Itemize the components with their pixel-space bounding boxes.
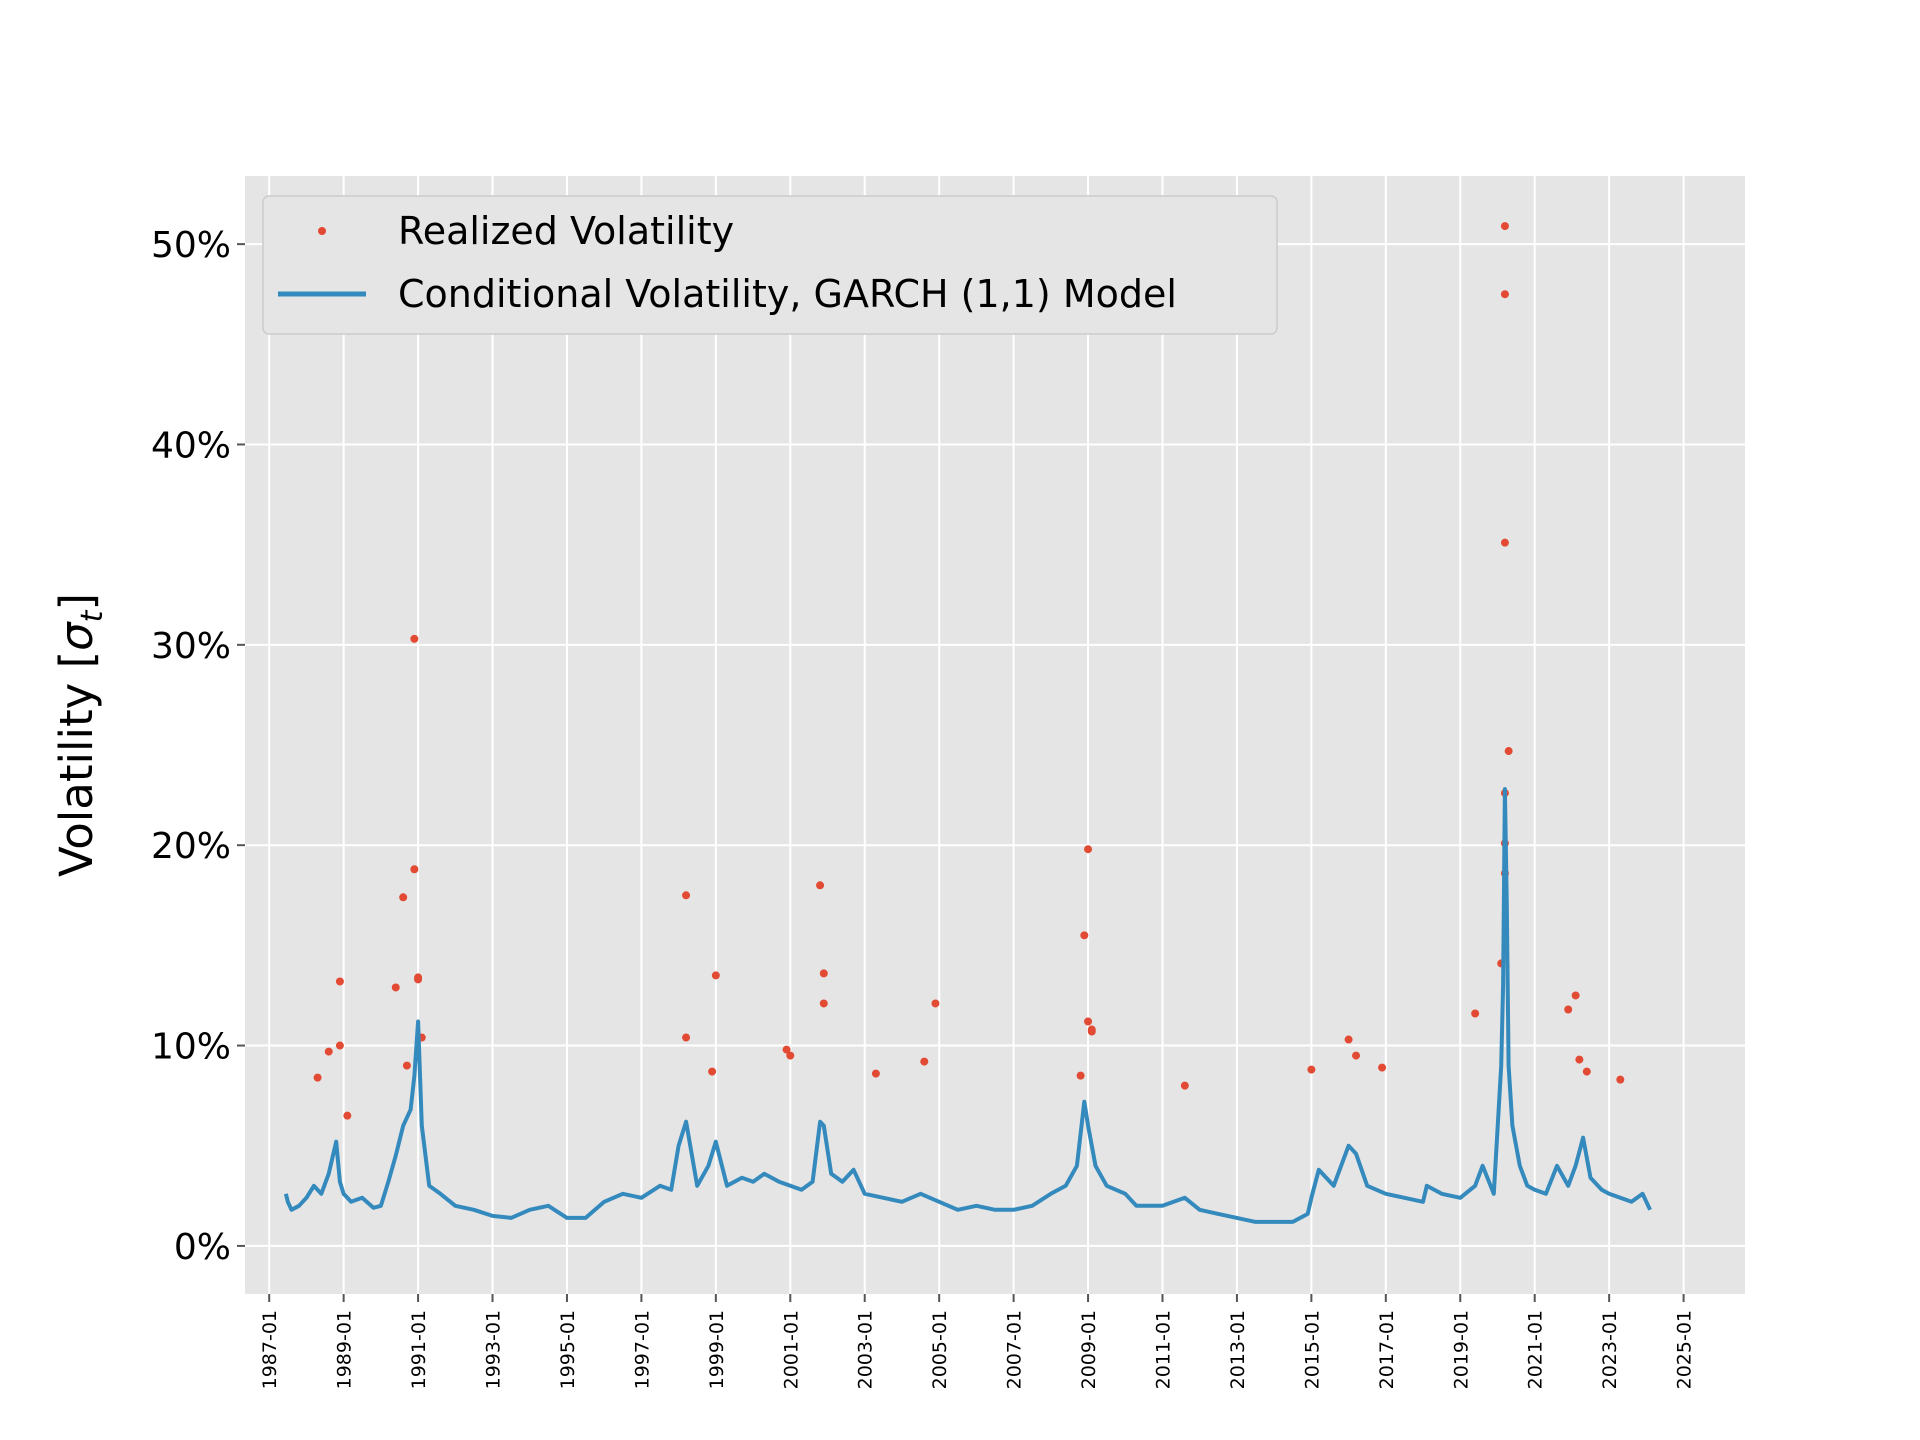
legend-box	[262, 195, 1278, 335]
plot-area	[245, 176, 1745, 1294]
realized-volatility-point	[920, 1057, 929, 1066]
realized-volatility-point	[399, 893, 408, 902]
y-axis-label: Volatility [σt]	[50, 593, 110, 877]
realized-volatility-point	[402, 1061, 411, 1070]
x-tick-label: 1999-01	[706, 1310, 728, 1389]
realized-volatility-point	[1500, 290, 1509, 299]
realized-volatility-point	[1500, 538, 1509, 547]
x-tick-label: 2013-01	[1227, 1310, 1249, 1389]
realized-volatility-point	[1344, 1035, 1353, 1044]
x-tick-label: 1993-01	[483, 1310, 505, 1389]
realized-volatility-point	[1616, 1075, 1625, 1084]
x-tick-label: 1995-01	[557, 1310, 579, 1389]
realized-volatility-point	[1582, 1067, 1591, 1076]
realized-volatility-point	[871, 1069, 880, 1078]
realized-volatility-point	[931, 999, 940, 1008]
realized-volatility-point	[1564, 1005, 1573, 1014]
realized-volatility-point	[1084, 845, 1093, 854]
legend: Realized Volatility Conditional Volatili…	[262, 195, 1278, 335]
realized-volatility-point	[1180, 1081, 1189, 1090]
realized-volatility-point	[708, 1067, 717, 1076]
realized-volatility-point	[1571, 991, 1580, 1000]
realized-volatility-point	[410, 865, 419, 874]
realized-volatility-point	[1352, 1051, 1361, 1060]
y-tick-label: 40%	[151, 425, 231, 466]
x-tick-label: 2001-01	[780, 1310, 802, 1389]
x-tick-label: 1997-01	[631, 1310, 653, 1389]
y-tick-label: 50%	[151, 225, 231, 266]
realized-volatility-point	[1084, 1017, 1093, 1026]
realized-volatility-point	[819, 969, 828, 978]
x-tick-label: 2021-01	[1525, 1310, 1547, 1389]
realized-volatility-point	[711, 971, 720, 980]
x-axis-ticks: 1987-01 1989-01 1991-01 1993-01 1995-01 1997-…	[259, 1294, 1696, 1389]
realized-volatility-point	[1080, 931, 1089, 940]
garch-volatility-line	[283, 787, 1652, 1224]
realized-volatility-point	[682, 1033, 691, 1042]
x-tick-label: 2007-01	[1004, 1310, 1026, 1389]
garch-volatility-series	[283, 787, 1652, 1224]
x-tick-label: 2003-01	[855, 1310, 877, 1389]
x-tick-label: 2025-01	[1674, 1310, 1696, 1389]
realized-volatility-point	[1471, 1009, 1480, 1018]
x-tick-label: 1991-01	[408, 1310, 430, 1389]
y-tick-label: 20%	[151, 826, 231, 867]
realized-volatility-point	[410, 634, 419, 643]
x-tick-label: 2019-01	[1450, 1310, 1472, 1389]
x-tick-label: 1987-01	[259, 1310, 281, 1389]
realized-volatility-point	[1575, 1055, 1584, 1064]
realized-volatility-point	[782, 1045, 791, 1054]
realized-volatility-point	[786, 1051, 795, 1060]
legend-marker-realized	[318, 227, 326, 235]
realized-volatility-point	[1076, 1071, 1085, 1080]
realized-volatility-point	[335, 1041, 344, 1050]
x-tick-label: 2015-01	[1301, 1310, 1323, 1389]
realized-volatility-point	[324, 1047, 333, 1056]
y-tick-label: 10%	[151, 1027, 231, 1068]
realized-volatility-point	[335, 977, 344, 986]
x-tick-label: 2023-01	[1599, 1310, 1621, 1389]
x-tick-label: 2009-01	[1078, 1310, 1100, 1389]
legend-label-realized: Realized Volatility	[398, 209, 734, 253]
realized-volatility-point	[414, 975, 423, 984]
realized-volatility-point	[1504, 747, 1513, 756]
realized-volatility-point	[1087, 1025, 1096, 1034]
x-tick-label: 2017-01	[1376, 1310, 1398, 1389]
realized-volatility-point	[816, 881, 825, 890]
legend-label-garch: Conditional Volatility, GARCH (1,1) Mode…	[398, 272, 1177, 316]
realized-volatility-point	[343, 1111, 352, 1120]
grid-lines	[245, 176, 1745, 1294]
x-tick-label: 1989-01	[334, 1310, 356, 1389]
realized-volatility-point	[1500, 222, 1509, 231]
realized-volatility-point	[1378, 1063, 1387, 1072]
realized-volatility-point	[682, 891, 691, 900]
realized-volatility-point	[1307, 1065, 1316, 1074]
y-axis-ticks: 0% 10% 20% 30% 40% 50%	[151, 225, 245, 1268]
x-tick-label: 2005-01	[929, 1310, 951, 1389]
realized-volatility-point	[313, 1073, 322, 1082]
realized-volatility-point	[819, 999, 828, 1008]
x-tick-label: 2011-01	[1152, 1310, 1174, 1389]
y-tick-label: 0%	[174, 1227, 231, 1268]
y-tick-label: 30%	[151, 626, 231, 667]
realized-volatility-point	[391, 983, 400, 992]
